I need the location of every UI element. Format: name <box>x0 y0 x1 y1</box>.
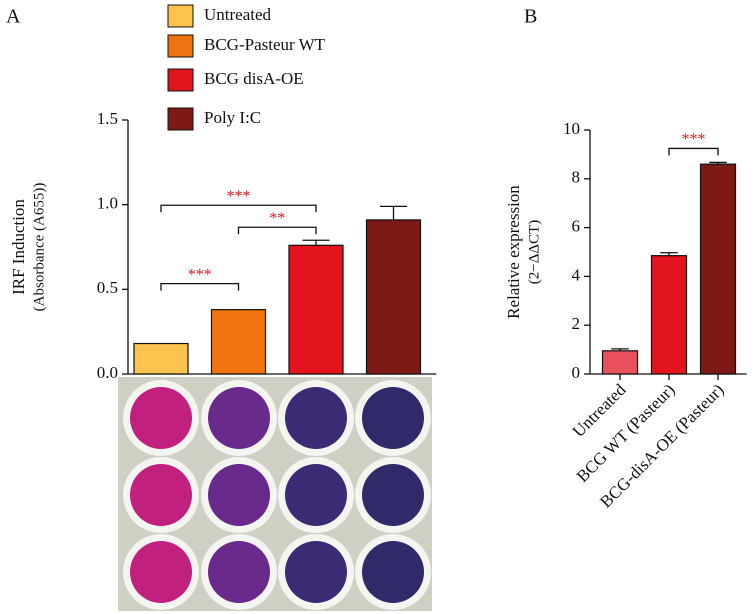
legend-label: BCG disA-OE <box>204 69 304 88</box>
bar <box>288 244 344 375</box>
y-axis-label: Relative expression <box>504 185 523 319</box>
well <box>130 464 192 526</box>
well <box>208 464 270 526</box>
bar <box>699 163 737 375</box>
significance-bracket <box>668 147 719 156</box>
significance-bracket <box>160 204 317 213</box>
legend-swatch <box>167 68 194 92</box>
bar <box>601 350 639 375</box>
y-tick-label: 1.5 <box>97 109 118 128</box>
y-tick-label: 1.0 <box>97 194 118 213</box>
panel-label: B <box>524 6 537 28</box>
significance-label: *** <box>227 188 251 205</box>
bar <box>650 255 688 375</box>
well <box>362 464 424 526</box>
y-tick-label: 0 <box>572 363 581 382</box>
y-tick-label: 4 <box>572 265 581 284</box>
legend-label: Poly I:C <box>204 108 261 127</box>
well <box>285 387 347 449</box>
y-axis-label: (2−ΔΔCT) <box>526 220 542 284</box>
y-tick-label: 8 <box>572 168 581 187</box>
bar <box>210 309 267 375</box>
legend-swatch <box>167 107 194 131</box>
bar <box>365 219 422 375</box>
legend-swatch <box>167 4 194 28</box>
significance-label: ** <box>269 210 285 227</box>
y-tick-label: 6 <box>572 217 581 236</box>
well <box>362 387 424 449</box>
well <box>362 541 424 603</box>
well <box>285 541 347 603</box>
well <box>208 541 270 603</box>
bar <box>133 342 189 375</box>
y-tick-label: 0.0 <box>97 363 118 382</box>
y-axis-label: (Absorbance (A655)) <box>31 183 47 312</box>
well <box>130 541 192 603</box>
significance-label: *** <box>188 266 212 283</box>
well-plate-photo <box>118 377 432 611</box>
panel-label: A <box>6 6 21 28</box>
y-tick-label: 0.5 <box>97 278 118 297</box>
y-axis-label: IRF Induction <box>9 199 28 295</box>
well <box>208 387 270 449</box>
legend-label: BCG-Pasteur WT <box>204 35 326 54</box>
y-tick-label: 10 <box>563 119 580 138</box>
significance-bracket <box>160 283 240 291</box>
significance-bracket <box>237 226 317 235</box>
well <box>130 387 192 449</box>
significance-label: *** <box>682 131 706 148</box>
well <box>285 464 347 526</box>
legend-swatch <box>167 34 194 58</box>
y-tick-label: 2 <box>572 314 581 333</box>
legend-label: Untreated <box>204 5 272 24</box>
